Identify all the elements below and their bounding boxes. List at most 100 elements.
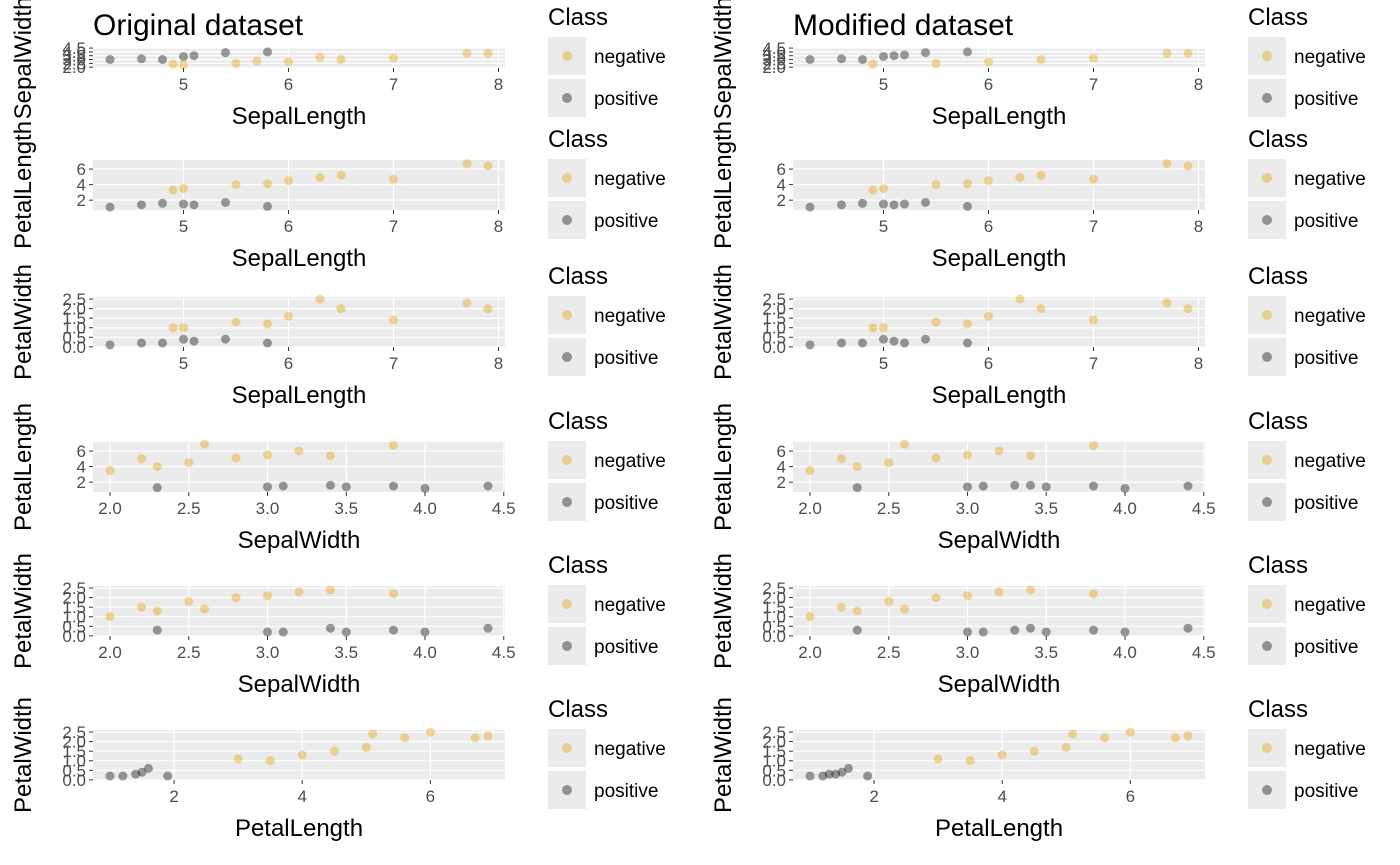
legend-key-positive [562, 641, 572, 651]
data-point-positive [189, 51, 199, 61]
data-point-negative [200, 439, 210, 449]
legend-key-negative [1262, 743, 1272, 753]
data-point-negative [984, 57, 994, 67]
data-point-negative [105, 465, 115, 475]
legend-key [1248, 729, 1286, 767]
legend: Class negative positive [1248, 408, 1366, 521]
data-point-positive [805, 55, 815, 65]
data-point-negative [179, 60, 189, 70]
legend-key-negative [562, 743, 572, 753]
data-point-negative [1029, 746, 1039, 756]
legend-key-positive [1262, 641, 1272, 651]
legend-label-negative: negative [1294, 595, 1366, 616]
data-point-positive [1025, 480, 1035, 490]
y-tick-label: 4 [777, 458, 786, 477]
legend-label-negative: negative [594, 47, 666, 68]
legend-key-negative [1262, 51, 1272, 61]
y-tick-label: 4.5 [762, 39, 786, 58]
data-point-positive [137, 338, 147, 348]
x-axis-title: SepalLength [932, 103, 1067, 130]
data-point-positive [263, 482, 273, 492]
x-tick-label: 8 [1194, 75, 1203, 94]
data-point-negative [137, 454, 147, 464]
y-tick-label: 0.5 [762, 617, 786, 636]
data-point-negative [462, 298, 472, 308]
data-point-negative [1088, 315, 1098, 325]
legend-key [548, 729, 586, 767]
data-point-positive [1183, 481, 1193, 491]
data-point-negative [965, 756, 975, 766]
y-tick-label: 4.0 [762, 43, 786, 62]
data-point-positive [921, 334, 931, 344]
data-point-positive [179, 51, 189, 61]
data-point-negative [1036, 170, 1046, 180]
data-point-negative [931, 593, 941, 603]
y-tick-label: 1.5 [762, 742, 786, 761]
y-axis-title: SepalWidth [10, 0, 37, 119]
data-point-positive [889, 200, 899, 210]
y-tick-label: 2.5 [62, 723, 86, 742]
y-tick-label: 2.0 [62, 300, 86, 319]
data-point-negative [1088, 53, 1098, 63]
data-point-negative [900, 439, 910, 449]
data-point-negative [336, 170, 346, 180]
y-tick-label: 0.5 [762, 328, 786, 347]
legend-label-negative: negative [594, 451, 666, 472]
legend: Class negative positive [1248, 552, 1366, 665]
data-point-positive [388, 481, 398, 491]
x-axis-title: SepalLength [232, 245, 367, 272]
data-point-negative [400, 733, 410, 743]
data-point-negative [462, 48, 472, 58]
data-point-positive [1120, 483, 1130, 493]
y-axis-title: SepalWidth [710, 0, 737, 119]
data-point-negative [483, 161, 493, 171]
data-point-positive [879, 199, 889, 209]
data-point-negative [868, 323, 878, 333]
legend-key-negative [562, 173, 572, 183]
data-point-negative [1183, 731, 1193, 741]
data-point-negative [388, 174, 398, 184]
data-point-negative [931, 317, 941, 327]
legend-label-negative: negative [594, 739, 666, 760]
data-point-positive [105, 55, 115, 65]
data-point-negative [388, 589, 398, 599]
y-tick-label: 1.0 [62, 752, 86, 771]
data-point-positive [805, 771, 815, 781]
y-tick-label: 2 [777, 473, 786, 492]
legend-title: Class [1248, 552, 1308, 579]
data-point-negative [231, 593, 241, 603]
legend-key-positive [1262, 352, 1272, 362]
data-point-negative [994, 587, 1004, 597]
y-axis-title: PetalWidth [10, 264, 37, 380]
legend-key [1248, 159, 1286, 197]
y-tick-label: 0.5 [62, 617, 86, 636]
legend: Class negative positive [548, 4, 666, 117]
data-point-positive [189, 336, 199, 346]
legend-key [548, 296, 586, 334]
plot-panel-10: 2.0 2.5 3.0 3.5 4.0 4.50.00.51.01.52.02.5Sepa… [710, 552, 1366, 698]
data-point-negative [483, 731, 493, 741]
data-point-negative [1162, 298, 1172, 308]
data-point-positive [889, 51, 899, 61]
data-point-negative [470, 733, 480, 743]
legend-label-negative: negative [1294, 306, 1366, 327]
data-point-positive [978, 627, 988, 637]
data-point-negative [336, 304, 346, 314]
x-axis-title: SepalWidth [238, 671, 361, 698]
data-point-negative [1025, 585, 1035, 595]
data-point-positive [900, 50, 910, 60]
y-tick-label: 0.0 [762, 771, 786, 790]
data-point-positive [1010, 480, 1020, 490]
data-point-positive [189, 200, 199, 210]
data-point-negative [984, 176, 994, 186]
data-point-positive [837, 767, 847, 777]
plot-panel-7: 2.0 2.5 3.0 3.5 4.0 4.5 246 SepalWidth PetalLeng… [10, 403, 666, 554]
y-tick-label: 1.5 [62, 309, 86, 328]
data-point-positive [158, 338, 168, 348]
data-point-positive [858, 338, 868, 348]
data-point-positive [483, 481, 493, 491]
legend: Class negative positive [548, 552, 666, 665]
data-point-positive [852, 483, 862, 493]
legend-title: Class [548, 126, 608, 153]
